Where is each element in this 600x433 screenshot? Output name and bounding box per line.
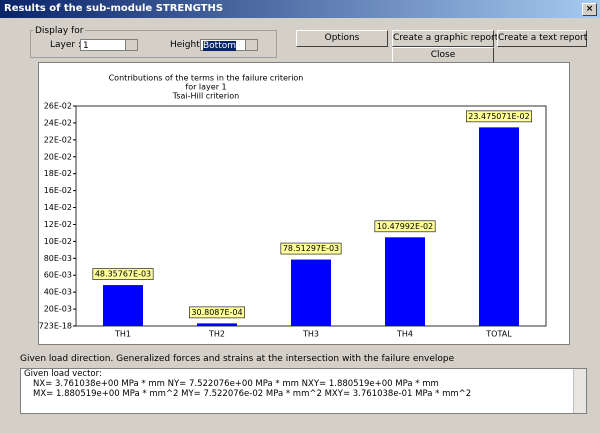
load-label: Given load direction. Generalized forces…: [20, 354, 455, 364]
layer-combo[interactable]: 1: [80, 39, 138, 51]
bar: [197, 323, 237, 326]
y-tick-label: 16E-02: [44, 186, 72, 195]
height-combo[interactable]: Bottom: [200, 39, 258, 51]
y-tick-label: 40E-03: [44, 288, 72, 297]
y-tick-label: 14E-02: [44, 203, 72, 212]
chart-title: Tsai-Hill criterion: [172, 92, 239, 101]
bar: [479, 127, 519, 327]
value-label: 30.8087E-04: [191, 308, 242, 317]
window-title: Results of the sub-module STRENGTHS: [4, 3, 224, 14]
chart: Contributions of the terms in the failur…: [21, 74, 547, 339]
x-tick-label: TH1: [114, 330, 131, 339]
bar: [385, 237, 425, 326]
chart-title: Contributions of the terms in the failur…: [109, 74, 304, 83]
x-tick-label: TH4: [396, 330, 413, 339]
y-tick-label: 10E-02: [44, 237, 72, 246]
value-label-box: [280, 242, 342, 255]
value-label-box: [374, 220, 436, 233]
y-tick-label: 12E-02: [44, 220, 72, 229]
bar: [103, 285, 143, 326]
y-tick-label: 80E-03: [44, 254, 72, 263]
height-label: Height: [170, 40, 200, 50]
y-tick-label: 20E-03: [44, 305, 72, 314]
display-group: [30, 30, 277, 58]
y-tick-label: 26E-02: [44, 102, 72, 111]
chart-title: for layer 1: [185, 83, 226, 92]
options-button[interactable]: Options: [296, 30, 388, 47]
text-report-button[interactable]: Create a text report: [497, 30, 587, 47]
title-bar: Results of the sub-module STRENGTHS: [0, 0, 600, 18]
combo-arrow[interactable]: [125, 40, 137, 50]
y-tick-label: 60E-03: [44, 271, 72, 280]
memo-line: NX= 3.761038e+00 MPa * mm NY= 7.522076e+…: [33, 379, 439, 389]
y-tick-label: 48.5723E-18: [39, 322, 72, 331]
memo-line: Given load vector:: [24, 369, 102, 379]
y-tick-label: 20E-02: [44, 152, 72, 161]
memo-line: MX= 1.880519e+00 MPa * mm^2 MY= 7.522076…: [33, 389, 472, 399]
height-value: Bottom: [203, 41, 237, 51]
layer-value: 1: [83, 41, 89, 51]
y-tick-label: 22E-02: [44, 135, 72, 144]
combo-arrow[interactable]: [245, 40, 257, 50]
x-tick-label: TH2: [208, 330, 225, 339]
value-label-box: [92, 268, 154, 280]
x-tick-label: TOTAL: [485, 330, 512, 339]
layer-label: Layer :: [50, 40, 81, 50]
bar: [291, 259, 331, 326]
graphic-report-button[interactable]: Create a graphic report: [392, 30, 498, 47]
value-label: 78.51297E-03: [283, 244, 339, 253]
chart-panel: Contributions of the terms in the failur…: [21, 62, 570, 345]
y-tick-label: 24E-02: [44, 118, 72, 127]
value-label: 10.47992E-02: [377, 222, 433, 231]
x-tick-label: TH3: [302, 330, 319, 339]
y-tick-label: 18E-02: [44, 169, 72, 178]
group-label: Display for: [33, 26, 86, 36]
value-label: 48.35767E-03: [95, 270, 151, 279]
value-label-box: [189, 306, 245, 319]
value-label: 23.475071E-02: [468, 112, 529, 121]
scrollbar[interactable]: [573, 369, 586, 413]
value-label-box: [466, 110, 532, 123]
close-box[interactable]: ×: [582, 3, 597, 16]
load-memo: Given load vector: NX= 3.761038e+00 MPa …: [20, 368, 587, 414]
